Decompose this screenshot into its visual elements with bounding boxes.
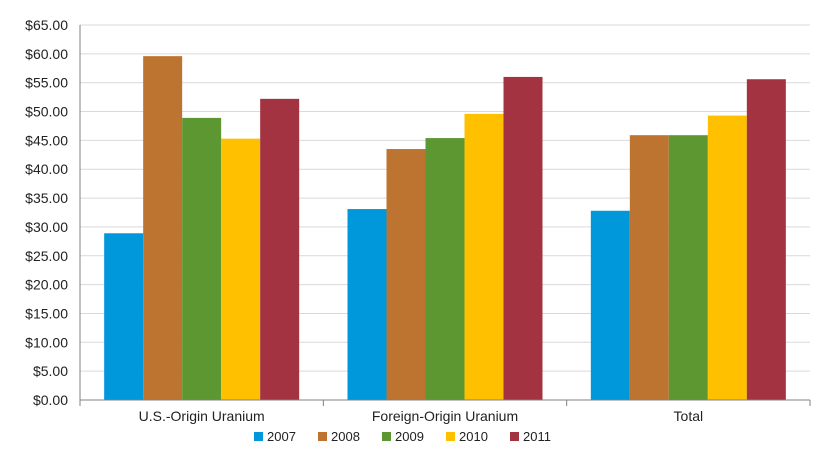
bar-2008-3 [629, 135, 669, 400]
bar-2011-1 [260, 98, 300, 400]
legend-label: 2010 [459, 429, 488, 444]
bar-2011-3 [746, 79, 786, 400]
bar-2009-2 [425, 138, 465, 401]
y-tick-label: $60.00 [25, 46, 68, 62]
legend-label: 2008 [331, 429, 360, 444]
bar-2007-3 [590, 210, 630, 400]
bar-2008-2 [386, 149, 426, 400]
legend: 2007 2008 2009 2010 2011 [254, 429, 551, 444]
bar-2009-1 [182, 117, 222, 400]
y-tick-label: $15.00 [25, 305, 68, 321]
y-tick-label: $0.00 [33, 392, 68, 408]
y-tick-label: $55.00 [25, 75, 68, 91]
bar-2011-2 [503, 76, 543, 400]
x-category-label: U.S.-Origin Uranium [139, 408, 265, 424]
y-tick-label: $5.00 [33, 363, 68, 379]
y-tick-label: $25.00 [25, 248, 68, 264]
y-tick-label: $20.00 [25, 277, 68, 293]
legend-label: 2011 [523, 429, 551, 444]
y-tick-label: $30.00 [25, 219, 68, 235]
x-axis-category-labels: U.S.-Origin Uranium Foreign-Origin Uraniu… [139, 408, 703, 424]
legend-swatch-2011 [510, 432, 519, 441]
bar-2007-2 [347, 209, 387, 400]
y-tick-label: $10.00 [25, 334, 68, 350]
axes [79, 25, 811, 406]
bar-2009-3 [668, 135, 708, 400]
y-axis-tick-labels: $0.00 $5.00 $10.00 $15.00 $20.00 $25.00 $30.00… [25, 17, 68, 408]
bars [104, 56, 786, 401]
y-tick-label: $40.00 [25, 161, 68, 177]
legend-label: 2009 [395, 429, 424, 444]
legend-label: 2007 [267, 429, 296, 444]
bar-2010-1 [221, 138, 261, 400]
legend-swatch-2009 [382, 432, 391, 441]
x-category-label: Total [674, 408, 704, 424]
legend-swatch-2008 [318, 432, 327, 441]
y-tick-label: $45.00 [25, 132, 68, 148]
bar-2007-1 [104, 233, 144, 400]
y-tick-label: $35.00 [25, 190, 68, 206]
x-category-label: Foreign-Origin Uranium [372, 408, 518, 424]
bar-2010-2 [464, 113, 504, 400]
bar-2008-1 [143, 56, 183, 401]
y-tick-label: $50.00 [25, 104, 68, 120]
bar-2010-3 [707, 115, 747, 401]
legend-swatch-2010 [446, 432, 455, 441]
legend-swatch-2007 [254, 432, 263, 441]
y-tick-label: $65.00 [25, 17, 68, 33]
